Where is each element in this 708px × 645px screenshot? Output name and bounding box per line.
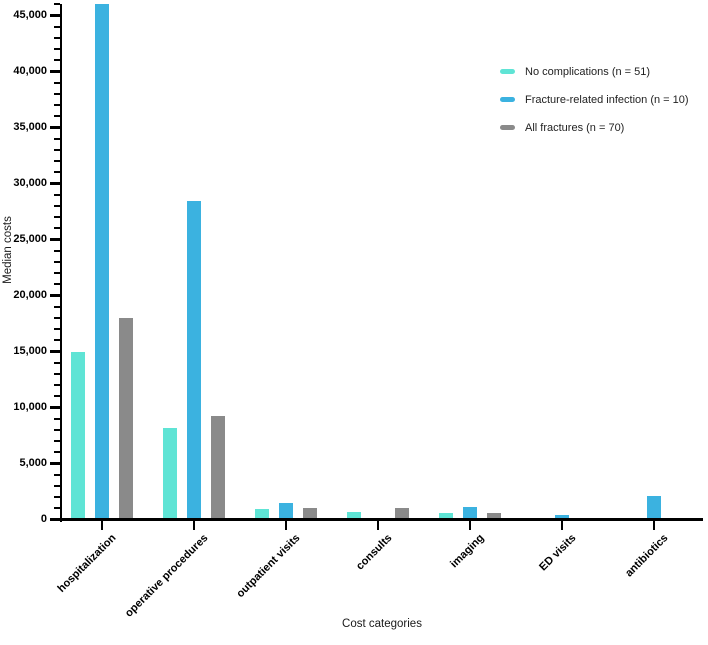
legend: No complications (n = 51) Fracture-relate… [500, 64, 689, 135]
y-tick-label: 35,000 [13, 121, 47, 133]
y-tick-label: 10,000 [13, 401, 47, 413]
y-tick-label: 15,000 [13, 345, 47, 357]
x-tick [100, 520, 104, 530]
y-tick-label: 40,000 [13, 65, 47, 77]
y-minor-tick [53, 395, 60, 398]
y-minor-tick [53, 36, 60, 39]
y-minor-tick [53, 48, 60, 51]
y-minor-tick [53, 204, 60, 207]
x-tick [652, 520, 656, 530]
y-minor-tick [53, 440, 60, 443]
x-tick [284, 520, 288, 530]
x-tick [376, 520, 380, 530]
y-minor-tick [53, 361, 60, 364]
bar-operative-procedures-series-2 [211, 416, 225, 520]
y-tick-label: 30,000 [13, 177, 47, 189]
y-tick-label: 25,000 [13, 233, 47, 245]
y-minor-tick [53, 507, 60, 510]
y-minor-tick [53, 428, 60, 431]
y-major-tick [50, 126, 60, 129]
y-minor-tick [53, 160, 60, 163]
bar-hospitalization-series-0 [71, 351, 85, 520]
legend-label: No complications (n = 51) [525, 65, 651, 78]
y-minor-tick [53, 92, 60, 95]
legend-item-0: No complications (n = 51) [500, 64, 689, 79]
y-minor-tick [53, 115, 60, 118]
y-minor-tick [53, 316, 60, 319]
legend-item-2: All fractures (n = 70) [500, 120, 689, 135]
legend-item-1: Fracture-related infection (n = 10) [500, 92, 689, 107]
bar-imaging-series-0 [439, 512, 453, 520]
y-major-tick [50, 350, 60, 353]
bar-consults-series-2 [395, 508, 409, 520]
legend-label: All fractures (n = 70) [525, 121, 625, 134]
y-minor-tick [53, 59, 60, 62]
bar-outpatient-visits-series-2 [303, 508, 317, 520]
bar-operative-procedures-series-0 [163, 427, 177, 520]
bar-ED-visits-series-1 [555, 515, 569, 520]
y-minor-tick [53, 451, 60, 454]
y-minor-tick [53, 372, 60, 375]
y-axis-line [59, 4, 62, 523]
y-minor-tick [53, 216, 60, 219]
y-minor-tick [53, 193, 60, 196]
bar-operative-procedures-series-1 [187, 201, 201, 520]
legend-swatch-icon [500, 97, 515, 102]
y-major-tick [50, 294, 60, 297]
y-major-tick [50, 406, 60, 409]
y-minor-tick [53, 249, 60, 252]
y-major-tick [50, 182, 60, 185]
bar-imaging-series-1 [463, 506, 477, 520]
y-minor-tick [53, 81, 60, 84]
y-minor-tick [53, 496, 60, 499]
bar-consults-series-0 [347, 511, 361, 520]
y-minor-tick [53, 148, 60, 151]
y-tick-label: 45,000 [13, 9, 47, 21]
bar-hospitalization-series-2 [119, 317, 133, 520]
y-major-tick [50, 70, 60, 73]
x-axis-line [59, 518, 703, 521]
x-tick [192, 520, 196, 530]
y-major-tick [50, 238, 60, 241]
y-minor-tick [53, 25, 60, 28]
y-major-tick [50, 518, 60, 521]
y-minor-tick [53, 283, 60, 286]
bar-outpatient-visits-series-1 [279, 502, 293, 520]
bar-hospitalization-series-1 [95, 4, 109, 520]
y-minor-tick [53, 384, 60, 387]
x-tick [560, 520, 564, 530]
y-minor-tick [53, 104, 60, 107]
y-tick-label: 5,000 [19, 457, 47, 469]
legend-label: Fracture-related infection (n = 10) [525, 93, 689, 106]
y-tick-label: 20,000 [13, 289, 47, 301]
bar-antibiotics-series-1 [647, 495, 661, 520]
y-minor-tick [53, 137, 60, 140]
legend-swatch-icon [500, 125, 515, 130]
y-tick-label: 0 [40, 513, 47, 525]
bar-imaging-series-2 [487, 512, 501, 520]
y-major-tick [50, 14, 60, 17]
y-major-tick [50, 462, 60, 465]
y-minor-tick [53, 3, 60, 6]
legend-swatch-icon [500, 69, 515, 74]
y-minor-tick [53, 417, 60, 420]
x-tick [468, 520, 472, 530]
y-minor-tick [53, 473, 60, 476]
y-minor-tick [53, 171, 60, 174]
y-minor-tick [53, 339, 60, 342]
y-minor-tick [53, 484, 60, 487]
y-minor-tick [53, 272, 60, 275]
y-minor-tick [53, 227, 60, 230]
bar-outpatient-visits-series-0 [255, 509, 269, 520]
y-minor-tick [53, 305, 60, 308]
y-minor-tick [53, 260, 60, 263]
x-axis-title: Cost categories [342, 618, 422, 630]
y-minor-tick [53, 328, 60, 331]
